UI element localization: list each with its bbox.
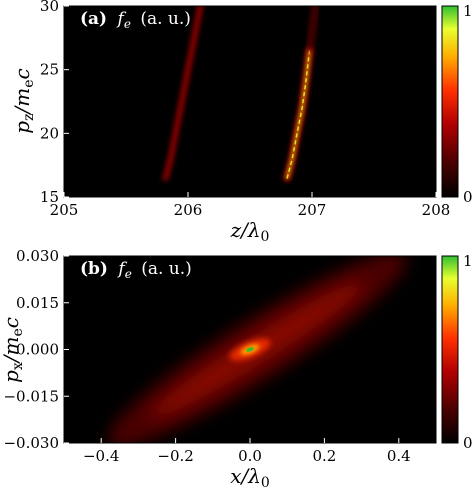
heatmap-streak — [308, 6, 318, 53]
panel-a-x-ticks: 205 206 207 208 — [50, 192, 451, 219]
y-tick-label: −0.015 — [3, 387, 59, 405]
x-tick-label: 205 — [50, 201, 79, 219]
heatmap-streak — [164, 6, 202, 180]
panel-b-colorbar — [441, 255, 459, 444]
panel-a-colorbar — [441, 5, 459, 198]
x-tick-label: 0.2 — [312, 447, 336, 465]
panel-a-xlabel: z/λ0 — [230, 218, 270, 245]
y-tick-label: −0.030 — [3, 434, 59, 452]
y-tick-label: 25 — [40, 61, 59, 79]
panel-a-colorbar-max: 1 — [463, 2, 473, 20]
y-tick-label: 0.015 — [16, 294, 59, 312]
panel-b-colorbar-max: 1 — [463, 252, 473, 270]
panel-a-heatmap — [161, 6, 321, 183]
y-tick-label: 0.030 — [16, 247, 59, 265]
panel-a-ylabel: pz/mec — [10, 68, 37, 133]
x-tick-label: 206 — [174, 201, 203, 219]
y-tick-label: 30 — [40, 0, 59, 15]
x-tick-label: 207 — [298, 201, 327, 219]
panel-a-plot-area — [64, 6, 436, 197]
panel-b-colorbar-min: 0 — [463, 434, 473, 452]
x-tick-label: −0.4 — [83, 447, 119, 465]
x-tick-label: −0.2 — [157, 447, 193, 465]
y-tick-label: 20 — [40, 124, 59, 142]
y-tick-label: 15 — [40, 188, 59, 206]
panel-a-label: (a) fe (a. u.) — [80, 9, 191, 33]
panel-a: 205 206 207 208 15 20 25 30 (a) fe (a. u.) z/λ… — [10, 0, 473, 245]
panel-b-x-ticks: −0.4 −0.2 0.0 0.2 0.4 — [83, 438, 411, 465]
panel-b: −0.4 −0.2 0.0 0.2 0.4 −0.030 −0.015 0.000 0.015… — [0, 247, 473, 489]
heatmap-streak-core — [286, 49, 311, 179]
y-tick-label: 0.000 — [16, 341, 59, 359]
panel-b-ylabel: px/mec — [0, 317, 26, 383]
panel-b-xlabel: x/λ0 — [230, 464, 270, 489]
panel-a-y-ticks: 15 20 25 30 — [40, 0, 69, 206]
x-tick-label: 208 — [422, 201, 451, 219]
panel-b-label: (b) fe (a. u.) — [80, 259, 192, 283]
heatmap-peak-core — [246, 347, 254, 352]
panel-a-colorbar-min: 0 — [463, 188, 473, 206]
panel-b-heatmap — [107, 256, 408, 443]
panel-b-y-ticks: −0.030 −0.015 0.000 0.015 0.030 — [3, 247, 69, 452]
x-tick-label: 0.0 — [238, 447, 262, 465]
x-tick-label: 0.4 — [387, 447, 411, 465]
